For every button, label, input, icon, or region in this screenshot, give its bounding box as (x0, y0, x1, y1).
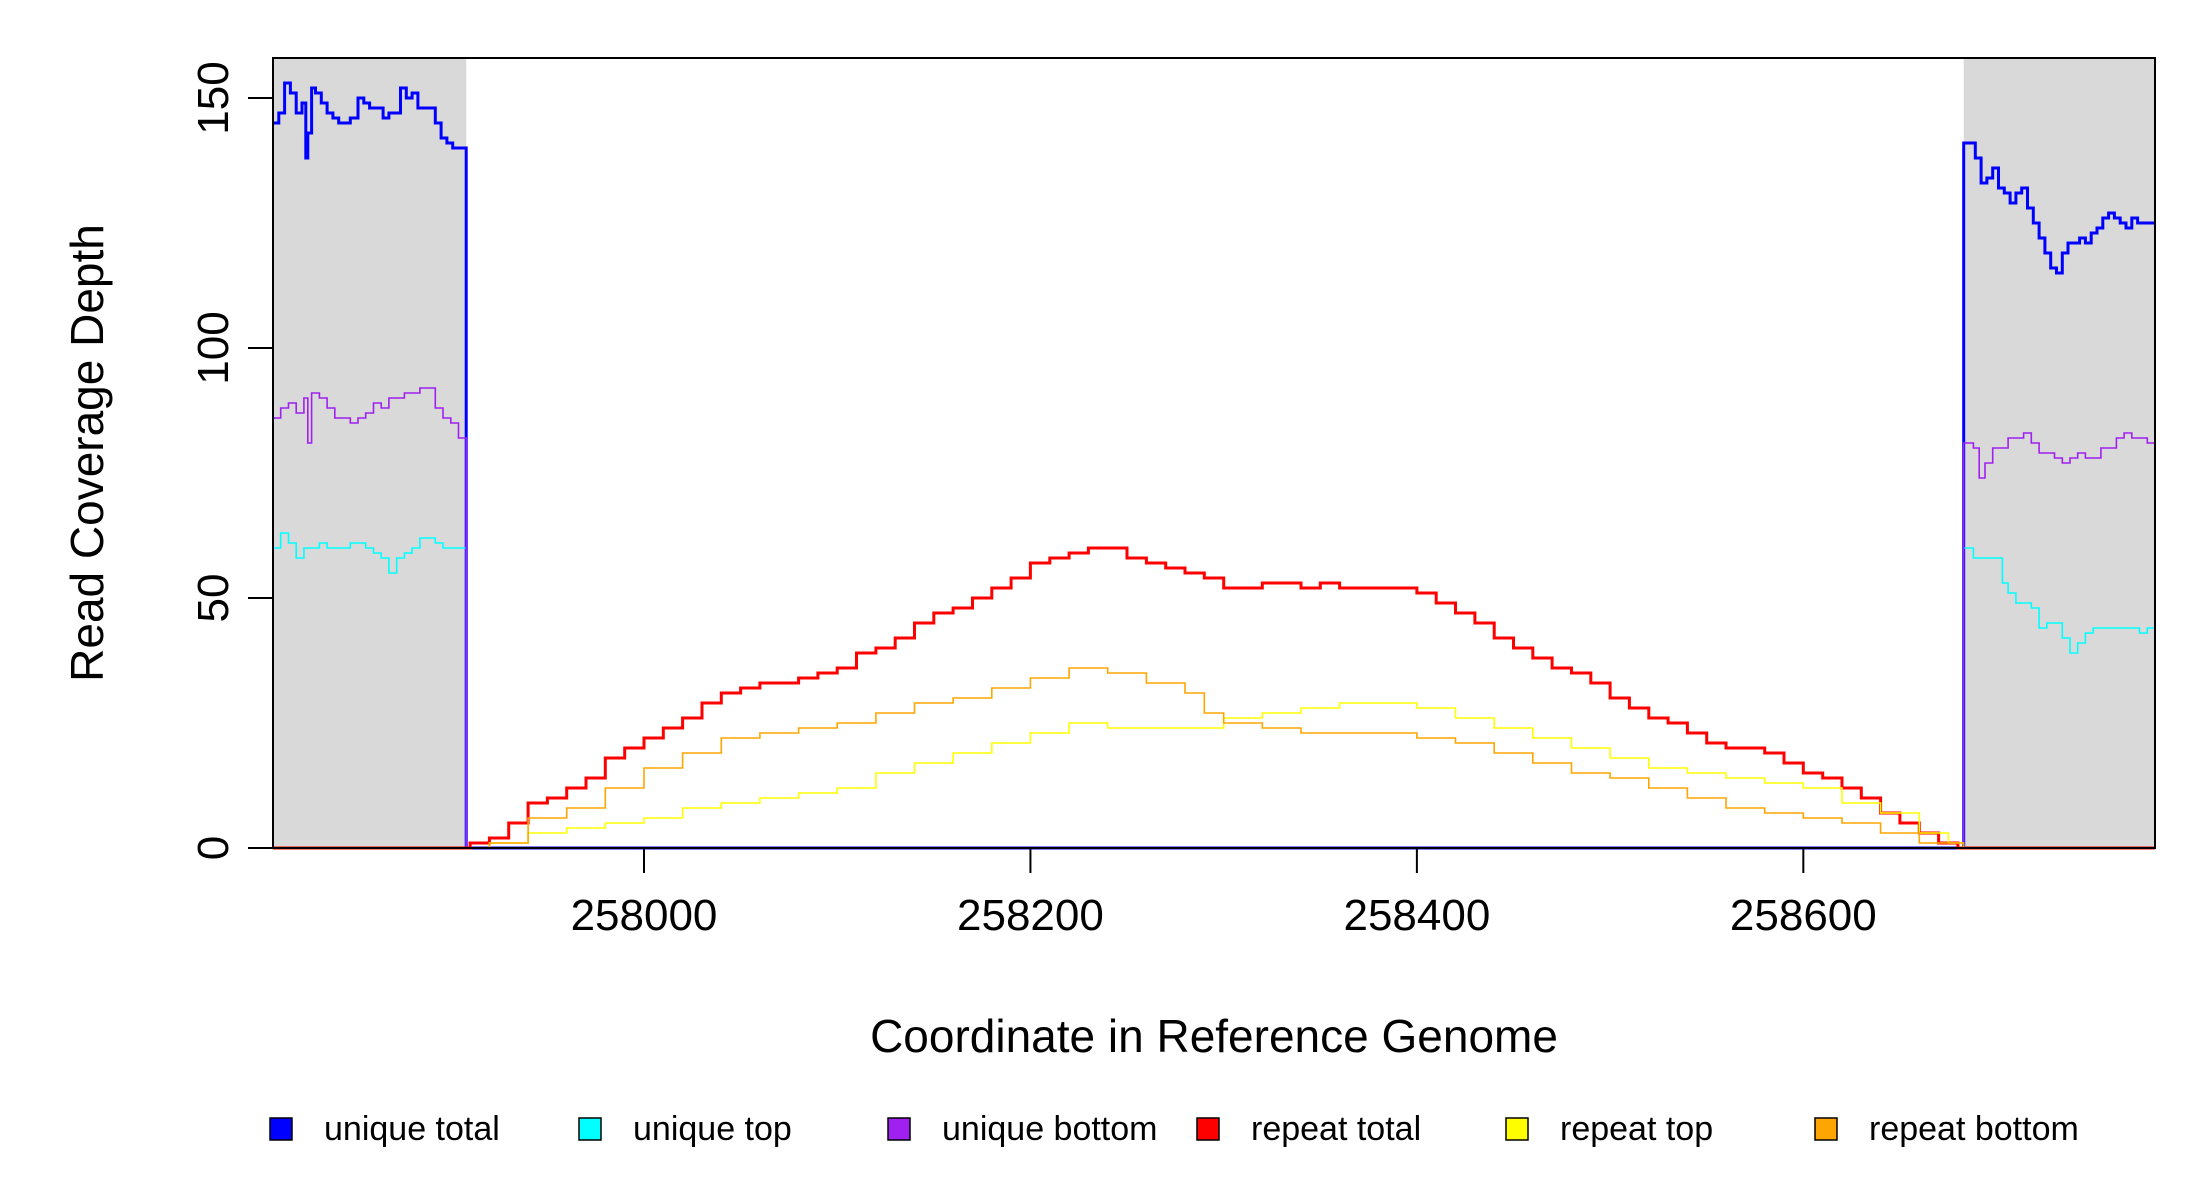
series-line-repeat-total (273, 546, 2155, 850)
shaded-region-0 (273, 58, 467, 848)
legend-swatch-repeat-top (1505, 1117, 1529, 1141)
series-lines (273, 81, 2156, 850)
x-axis-title: Coordinate in Reference Genome (870, 1010, 1558, 1062)
y-tick-label: 100 (189, 311, 238, 384)
legend-swatch-repeat-total (1196, 1117, 1220, 1141)
y-tick-label: 50 (189, 574, 238, 623)
x-tick-label: 258000 (571, 891, 718, 940)
x-tick-label: 258200 (957, 891, 1104, 940)
series-line-unique-total (273, 81, 2155, 850)
legend-label-repeat-bottom: repeat bottom (1869, 1110, 2079, 1148)
legend-swatch-unique-top (578, 1117, 602, 1141)
legend-swatch-unique-total (269, 1117, 293, 1141)
series-line-unique-top (273, 532, 2156, 849)
legend-label-repeat-top: repeat top (1560, 1110, 1713, 1148)
legend-label-repeat-total: repeat total (1251, 1110, 1421, 1148)
series-line-repeat-bottom (273, 667, 2155, 849)
y-tick-label: 150 (189, 61, 238, 134)
legend-label-unique-total: unique total (324, 1110, 500, 1148)
series-line-repeat-top (273, 702, 2155, 849)
y-axis: 0 50 100 150 (189, 61, 273, 860)
shaded-regions (273, 58, 2155, 848)
legend-swatch-unique-bottom (887, 1117, 911, 1141)
x-tick-label: 258600 (1730, 891, 1877, 940)
shaded-region-1 (1963, 58, 2155, 848)
x-axis: 258000 258200 258400 258600 (571, 848, 1877, 940)
legend-label-unique-top: unique top (633, 1110, 792, 1148)
legend-label-unique-bottom: unique bottom (942, 1110, 1158, 1148)
plot-frame (272, 57, 2156, 849)
y-tick-label: 0 (189, 836, 238, 860)
legend: unique total unique top unique bottom repea… (269, 1110, 2079, 1148)
y-axis-title: Read Coverage Depth (61, 224, 113, 682)
series-line-unique-bottom (273, 387, 2155, 849)
legend-swatch-repeat-bottom (1814, 1117, 1838, 1141)
x-tick-label: 258400 (1343, 891, 1490, 940)
